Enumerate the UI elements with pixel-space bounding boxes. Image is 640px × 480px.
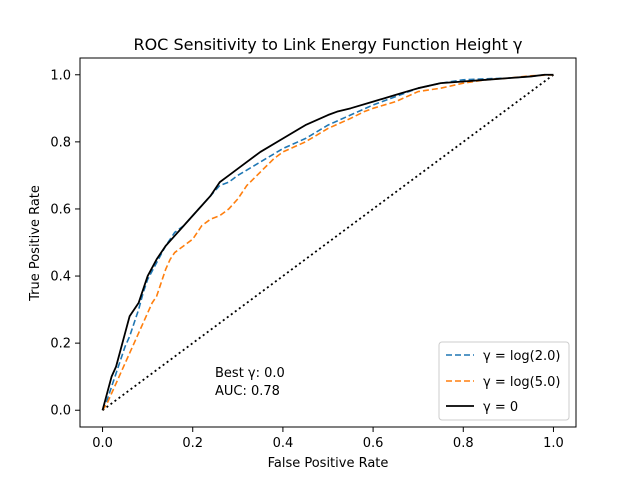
legend-label-gamma-log2: γ = log(2.0) [483, 349, 561, 364]
x-tick-label: 0.4 [273, 436, 294, 451]
chart-title: ROC Sensitivity to Link Energy Function … [133, 35, 522, 54]
best-gamma-annotation: Best γ: 0.0 [215, 366, 285, 381]
x-tick-label: 0.8 [453, 436, 474, 451]
series-line-gamma-log5 [101, 73, 554, 411]
y-tick-label: 0.0 [50, 404, 71, 419]
y-tick-label: 0.2 [50, 337, 71, 352]
x-tick-label: 0.6 [363, 436, 384, 451]
x-axis-label: False Positive Rate [268, 456, 389, 471]
x-tick-label: 1.0 [543, 436, 564, 451]
legend-box [438, 341, 570, 421]
auc-annotation: AUC: 0.78 [215, 384, 280, 399]
axes-frame [79, 57, 577, 428]
y-tick-label: 1.0 [50, 68, 71, 83]
y-tick-label: 0.4 [50, 270, 71, 285]
x-tick-label: 0.0 [92, 436, 113, 451]
x-tick-label: 0.2 [182, 436, 203, 451]
ticks: 0.0 0.2 0.4 0.6 0.8 1.0 0.0 0.2 0.4 0.6 0.8 1.0 [50, 68, 563, 451]
y-tick-label: 0.8 [50, 135, 71, 150]
y-tick-label: 0.6 [50, 202, 71, 217]
legend-label-gamma-zero: γ = 0 [483, 400, 518, 415]
legend: γ = log(2.0) γ = log(5.0) γ = 0 [438, 341, 570, 421]
legend-label-gamma-log5: γ = log(5.0) [483, 375, 561, 390]
y-axis-label: True Positive Rate [28, 185, 43, 302]
series-line-gamma-zero [101, 73, 554, 411]
chance-diagonal-line [102, 74, 554, 411]
